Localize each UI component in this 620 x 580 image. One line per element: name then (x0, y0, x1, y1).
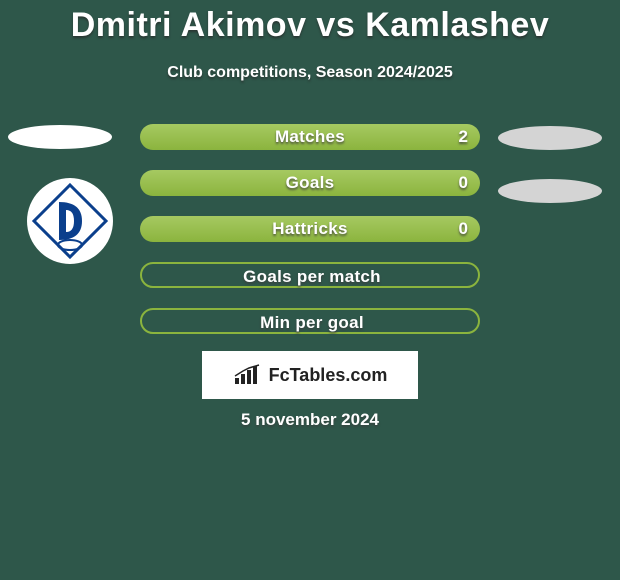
player-left-placeholder (8, 125, 112, 149)
player-right-placeholder-2 (498, 179, 602, 203)
page-subtitle: Club competitions, Season 2024/2025 (0, 64, 620, 82)
stat-label: Goals (140, 173, 480, 193)
club-logo-svg (27, 178, 113, 264)
brand-box: FcTables.com (202, 351, 418, 399)
date-text: 5 november 2024 (0, 410, 620, 430)
stat-label: Goals per match (142, 267, 482, 287)
page-title: Dmitri Akimov vs Kamlashev (0, 6, 620, 45)
stat-bar: Matches2 (140, 124, 480, 150)
player-right-placeholder-1 (498, 126, 602, 150)
stat-bar: Min per goal (140, 308, 480, 334)
stat-value: 0 (459, 219, 468, 239)
chart-container: Dmitri Akimov vs Kamlashev Club competit… (0, 0, 620, 580)
stat-bar: Goals per match (140, 262, 480, 288)
stat-bar: Hattricks0 (140, 216, 480, 242)
stat-value: 2 (459, 127, 468, 147)
stat-value: 0 (459, 173, 468, 193)
stat-label: Hattricks (140, 219, 480, 239)
brand-text: FcTables.com (269, 365, 388, 386)
stat-label: Matches (140, 127, 480, 147)
stat-label: Min per goal (142, 313, 482, 333)
club-logo (27, 178, 113, 269)
bar-chart-icon (233, 364, 263, 386)
stat-bar: Goals0 (140, 170, 480, 196)
